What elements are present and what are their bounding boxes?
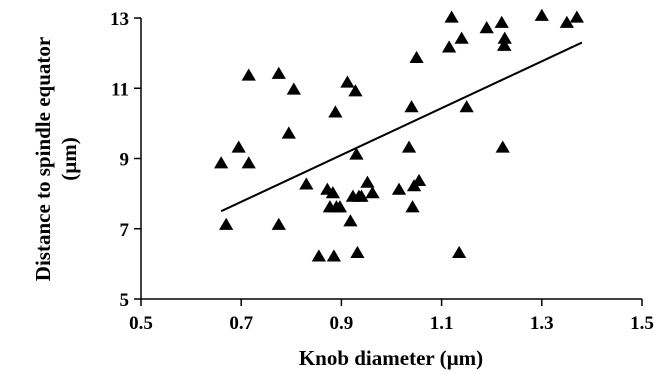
data-point — [349, 147, 364, 160]
data-point — [559, 15, 574, 28]
data-point — [214, 156, 229, 169]
y-tick-label: 11 — [111, 79, 129, 100]
data-points — [214, 8, 584, 262]
data-point — [360, 175, 375, 188]
data-point — [354, 189, 369, 202]
data-point — [326, 249, 342, 262]
trendline — [220, 41, 583, 213]
x-tick-label: 1.3 — [530, 313, 554, 334]
x-ticks: 0.5 0.7 0.9 1.1 1.3 1.5 — [129, 299, 654, 334]
data-point — [219, 217, 234, 230]
data-point — [281, 126, 296, 139]
data-point — [365, 186, 380, 199]
data-point — [497, 38, 512, 51]
data-point — [340, 75, 355, 88]
data-point — [343, 214, 358, 227]
data-point — [441, 40, 457, 53]
data-point — [405, 200, 420, 213]
data-point — [241, 156, 256, 169]
y-tick-label: 5 — [120, 290, 130, 311]
data-point — [409, 50, 424, 64]
plot-axes — [140, 18, 642, 300]
x-axis-title: Knob diameter (µm) — [299, 346, 483, 370]
data-point — [328, 105, 343, 118]
data-point — [350, 245, 365, 258]
data-point — [459, 100, 474, 113]
x-tick-label: 0.5 — [129, 313, 153, 334]
y-tick-label: 13 — [110, 9, 129, 30]
data-point — [286, 82, 301, 95]
y-ticks: 5 7 9 11 13 — [110, 9, 141, 311]
x-tick-label: 1.5 — [630, 313, 654, 334]
data-point — [325, 186, 341, 199]
data-point — [348, 84, 363, 97]
trendline-group — [220, 41, 583, 213]
data-point — [479, 21, 494, 34]
y-tick-label: 7 — [120, 220, 130, 241]
y-tick-label: 9 — [120, 150, 130, 171]
x-tick-label: 1.1 — [430, 313, 454, 334]
x-tick-label: 0.7 — [229, 313, 253, 334]
data-point — [569, 10, 584, 23]
data-point — [452, 245, 467, 258]
data-point — [271, 66, 286, 79]
data-point — [534, 8, 549, 21]
data-point — [411, 173, 427, 186]
data-point — [299, 177, 314, 190]
data-point — [311, 249, 326, 262]
data-point — [241, 68, 256, 81]
data-point — [494, 15, 509, 28]
data-point — [497, 31, 512, 44]
x-tick-label: 0.9 — [330, 313, 354, 334]
data-point — [271, 217, 286, 230]
data-point — [444, 10, 459, 23]
data-point — [454, 31, 469, 44]
data-point — [332, 200, 348, 213]
data-point — [391, 182, 407, 195]
data-point — [401, 140, 417, 153]
data-point — [495, 140, 510, 153]
y-axis-title: Distance to spindle equator — [31, 37, 55, 281]
data-point — [404, 100, 419, 113]
y-axis-title-unit: (µm) — [57, 137, 81, 181]
data-point — [231, 140, 246, 153]
